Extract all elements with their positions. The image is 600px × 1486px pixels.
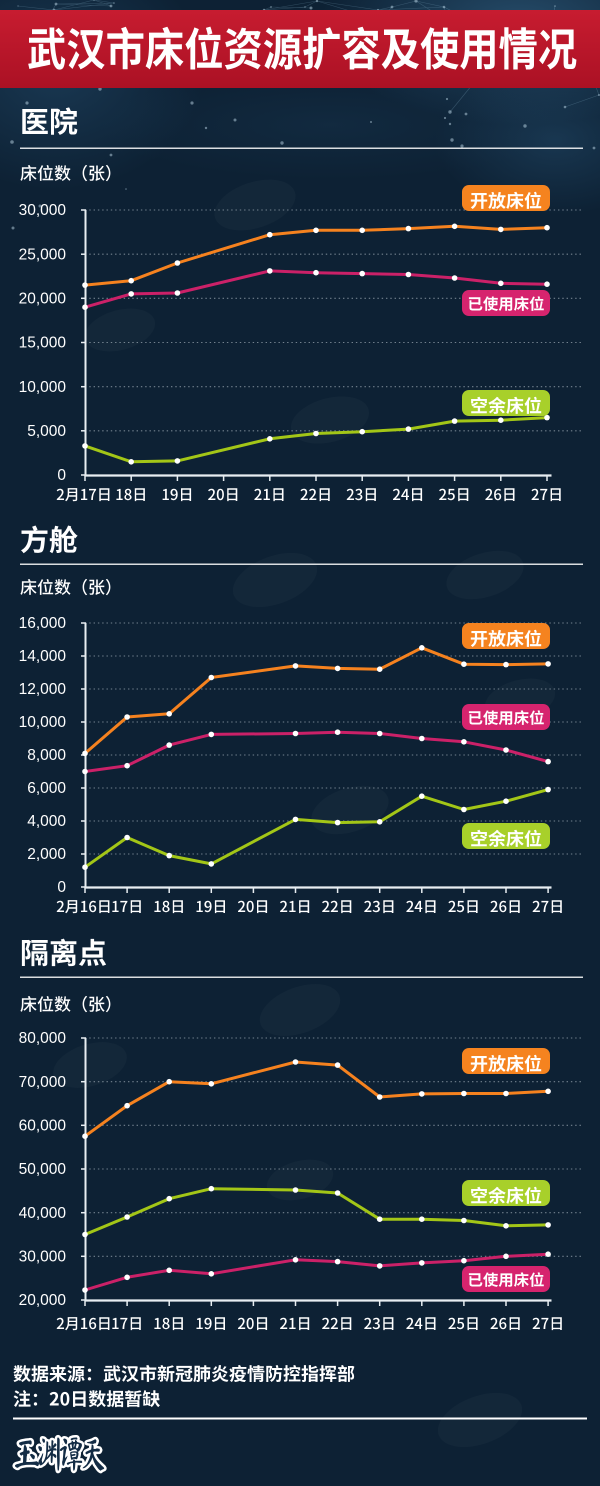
svg-text:4,000: 4,000 (27, 813, 66, 830)
svg-text:2,000: 2,000 (27, 846, 66, 863)
svg-text:40,000: 40,000 (19, 1205, 67, 1222)
svg-text:5,000: 5,000 (27, 423, 66, 440)
svg-text:20,000: 20,000 (19, 1292, 67, 1309)
svg-text:80,000: 80,000 (19, 1030, 67, 1047)
svg-text:12,000: 12,000 (19, 681, 67, 698)
svg-text:8,000: 8,000 (27, 747, 66, 764)
svg-text:0: 0 (57, 467, 66, 484)
svg-text:50,000: 50,000 (19, 1161, 67, 1178)
svg-text:14,000: 14,000 (19, 648, 67, 665)
svg-text:20,000: 20,000 (19, 291, 67, 308)
svg-text:0: 0 (57, 879, 66, 896)
svg-text:15,000: 15,000 (19, 335, 67, 352)
svg-text:60,000: 60,000 (19, 1118, 67, 1135)
svg-text:10,000: 10,000 (19, 714, 67, 731)
svg-text:6,000: 6,000 (27, 780, 66, 797)
svg-text:70,000: 70,000 (19, 1074, 67, 1091)
svg-text:30,000: 30,000 (19, 1249, 67, 1266)
svg-text:10,000: 10,000 (19, 379, 67, 396)
svg-text:30,000: 30,000 (19, 202, 67, 219)
svg-text:16,000: 16,000 (19, 615, 67, 632)
svg-text:25,000: 25,000 (19, 246, 67, 263)
